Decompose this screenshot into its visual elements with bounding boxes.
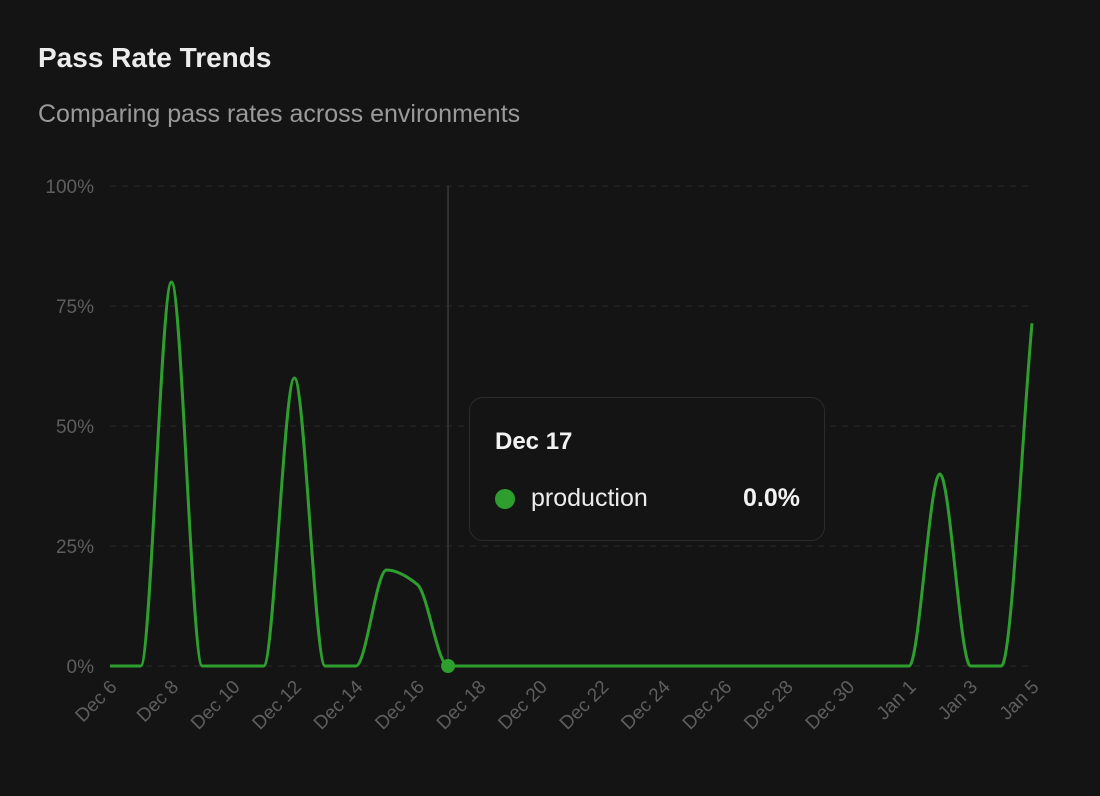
chart-subtitle: Comparing pass rates across environments [38, 100, 521, 128]
x-tick-label: Dec 26 [679, 677, 736, 734]
chart-title: Pass Rate Trends [38, 42, 272, 73]
series-color-dot-icon [495, 489, 515, 509]
y-tick-label: 75% [56, 297, 94, 318]
x-tick-label: Dec 28 [740, 677, 797, 734]
y-tick-label: 50% [56, 417, 94, 438]
active-data-point [441, 659, 456, 673]
tooltip-value: 0.0% [743, 484, 800, 512]
y-tick-label: 25% [56, 537, 94, 558]
x-tick-label: Dec 24 [617, 676, 675, 734]
y-tick-label: 0% [67, 657, 95, 678]
x-tick-label: Jan 3 [934, 677, 982, 725]
x-tick-label: Dec 8 [133, 677, 183, 727]
x-tick-label: Dec 14 [310, 676, 368, 734]
y-tick-label: 100% [45, 177, 94, 198]
tooltip-date: Dec 17 [495, 428, 573, 455]
x-tick-label: Dec 18 [433, 677, 490, 734]
x-tick-label: Dec 20 [494, 677, 551, 734]
series-line-production [109, 280, 1034, 668]
x-tick-label: Dec 30 [802, 677, 859, 734]
x-tick-label: Jan 1 [873, 677, 921, 725]
x-tick-label: Dec 16 [371, 677, 428, 734]
x-tick-label: Dec 12 [249, 677, 306, 734]
x-tick-label: Dec 6 [72, 677, 122, 727]
chart-tooltip: Dec 17 production 0.0% [469, 397, 825, 541]
x-tick-label: Dec 10 [187, 677, 244, 734]
x-tick-label: Jan 5 [996, 677, 1044, 725]
tooltip-series-name: production [531, 484, 648, 512]
x-tick-label: Dec 22 [556, 677, 613, 734]
